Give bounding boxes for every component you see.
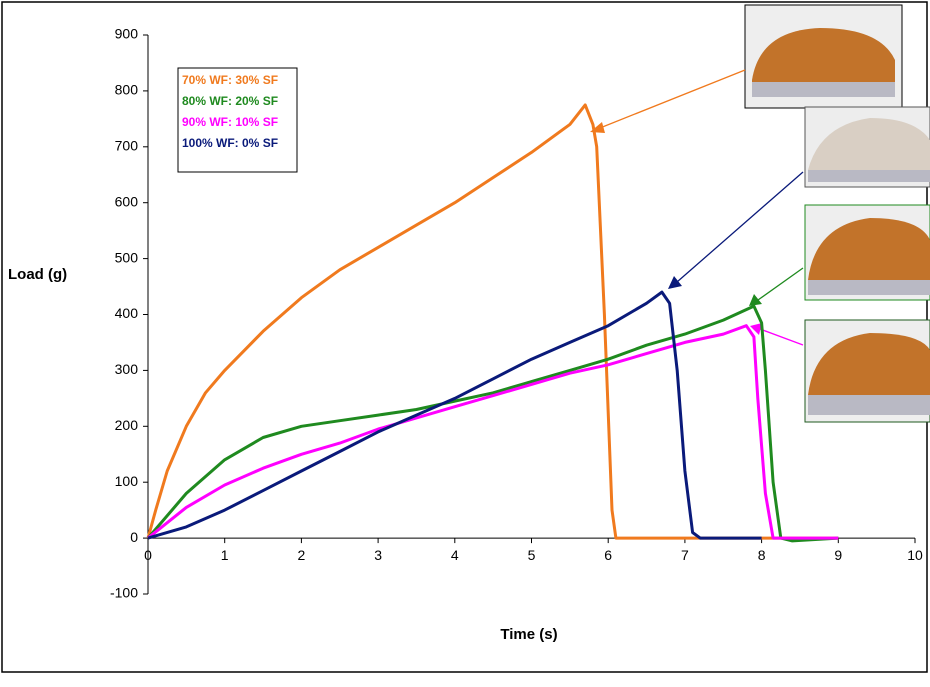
x-tick-label: 9	[834, 547, 842, 563]
y-tick-label: 0	[130, 529, 138, 545]
chart-frame	[1, 1, 928, 673]
photos	[744, 4, 930, 423]
x-axis-title: Time (s)	[500, 626, 557, 643]
x-tick-label: 1	[221, 547, 229, 563]
y-tick-label: 400	[115, 305, 139, 321]
y-tick-label: 900	[115, 26, 139, 42]
y-tick-label: 600	[115, 193, 139, 209]
series-line	[147, 324, 839, 540]
y-tick-label: 100	[115, 473, 139, 489]
x-tick-label: 0	[144, 547, 152, 563]
legend-label: 70% WF: 30% SF	[182, 73, 278, 87]
x-tick-label: 6	[604, 547, 612, 563]
annotation-arrows	[590, 69, 804, 346]
x-tick-label: 2	[298, 547, 306, 563]
legend-label: 90% WF: 10% SF	[182, 115, 278, 129]
arrowhead	[749, 294, 762, 306]
x-tick-label: 7	[681, 547, 689, 563]
y-axis-title: Load (g)	[8, 266, 67, 283]
arrowhead	[668, 276, 682, 289]
photo-tray	[752, 82, 895, 97]
photo-tray	[808, 280, 930, 295]
x-tick-label: 10	[907, 547, 923, 563]
arrow	[599, 69, 746, 129]
y-tick-label: -100	[110, 585, 138, 601]
legend-label: 80% WF: 20% SF	[182, 94, 278, 108]
arrow	[676, 171, 804, 283]
y-tick-label: 800	[115, 82, 139, 98]
legend	[177, 67, 298, 173]
y-tick-label: 500	[115, 249, 139, 265]
y-tick-label: 300	[115, 361, 139, 377]
photo-bread	[808, 218, 930, 280]
series-line	[147, 290, 762, 540]
legend-label: 100% WF: 0% SF	[182, 136, 278, 150]
y-tick-label: 700	[115, 138, 139, 154]
x-tick-label: 3	[374, 547, 382, 563]
x-tick-label: 8	[758, 547, 766, 563]
arrowhead	[750, 323, 762, 335]
series-line	[146, 304, 839, 543]
photo-tray	[808, 170, 930, 182]
series-line	[146, 103, 839, 540]
photo-bread	[808, 333, 930, 395]
y-tick-label: 200	[115, 417, 139, 433]
photo-tray	[808, 395, 930, 415]
photo-bread	[752, 28, 895, 82]
x-tick-label: 4	[451, 547, 459, 563]
x-tick-label: 5	[528, 547, 536, 563]
arrow	[759, 328, 804, 346]
photo-bread	[808, 118, 930, 170]
arrow	[757, 267, 804, 301]
